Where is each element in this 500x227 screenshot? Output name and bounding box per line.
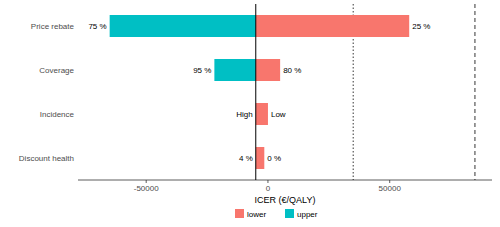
bar-label: 80 % [283,66,301,75]
base-line [255,4,256,180]
x-axis-title: ICER (€/QALY) [255,195,316,205]
x-tick [389,180,390,183]
category-label: Incidence [40,110,75,119]
legend-label: lower [247,210,266,219]
bar-lower [256,147,265,169]
bar-label: High [236,110,252,119]
x-tick-label: 0 [266,184,271,193]
legend-label: upper [297,210,318,219]
bar-upper [110,15,256,37]
category-label: Coverage [39,66,74,75]
bar-label: 75 % [88,22,106,31]
plot-marks [110,4,475,180]
chart: -50000 0 50000 ICER (€/QALY) Price rebate Cov… [0,0,500,227]
legend-key [285,209,294,218]
legend-key [235,209,244,218]
category-label: Price rebate [31,22,75,31]
bar-label: 95 % [193,66,211,75]
legend: lower upper [235,209,318,219]
bar-upper [214,59,255,81]
x-tick [267,180,268,183]
bar-label: 0 % [267,154,281,163]
bar-labels: 25 % 80 % Low 0 % 75 % 95 % High 4 % [88,22,430,163]
bar-label: 25 % [412,22,430,31]
x-tick-label: 50000 [379,184,402,193]
bar-lower [256,103,268,125]
category-label: Discount health [19,154,74,163]
x-tick-label: -50000 [134,184,159,193]
bar-lower [256,59,280,81]
bar-lower [256,15,409,37]
x-axis-line [78,180,492,181]
bar-label: Low [271,110,286,119]
x-tick [146,180,147,183]
bar-label: 4 % [239,154,253,163]
reference-line [474,4,475,180]
